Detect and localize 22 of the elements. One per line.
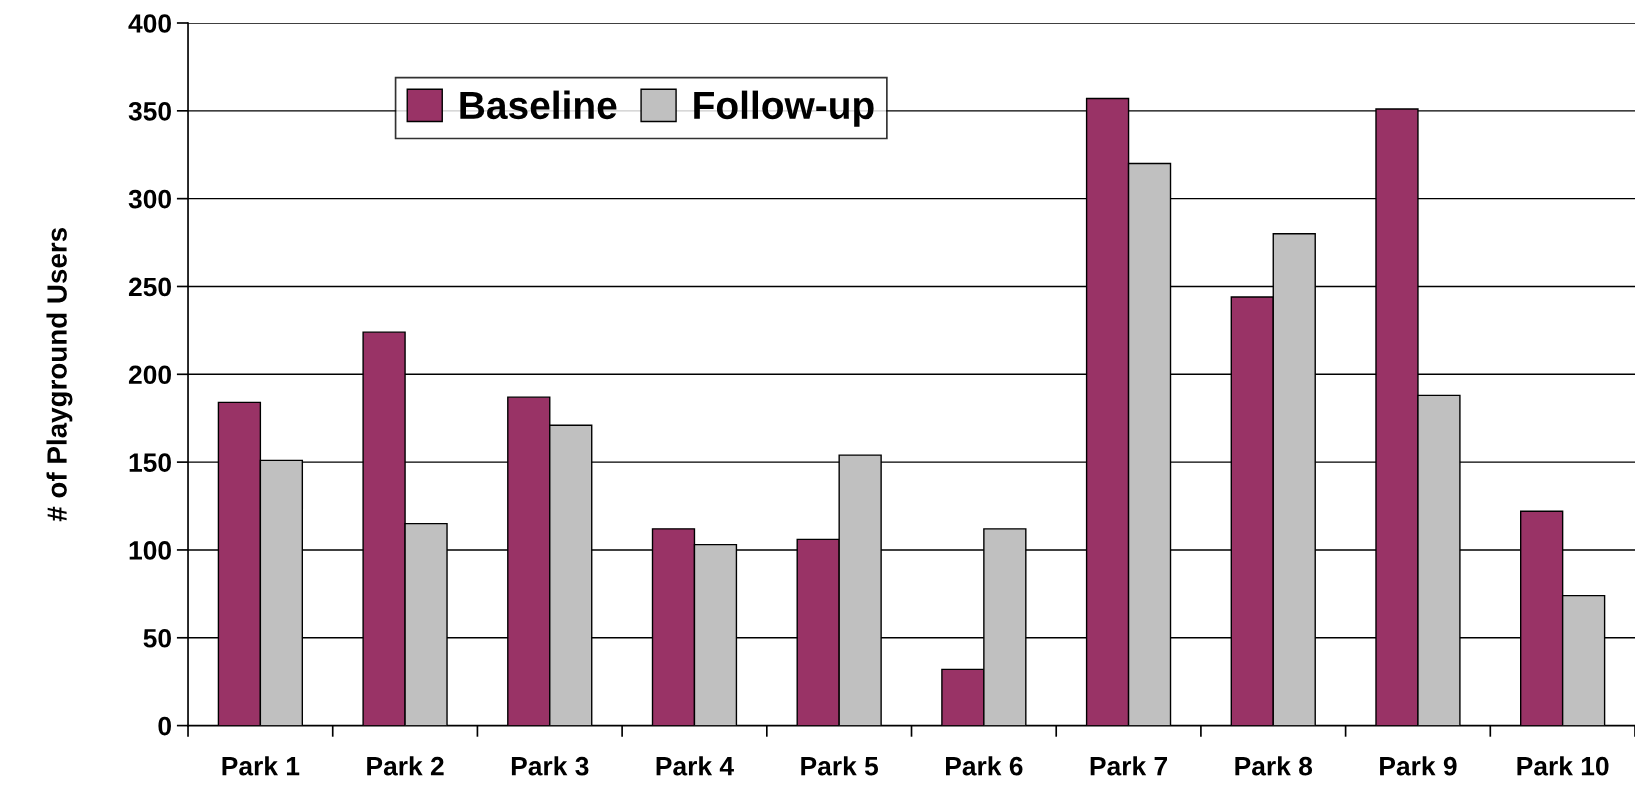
x-tick-label: Park 8 — [1235, 756, 1313, 776]
y-tick-label: 200 — [128, 365, 171, 385]
x-tick-label: Park 10 — [1517, 756, 1609, 776]
x-tick-label: Park 3 — [511, 756, 589, 776]
y-tick-label: 400 — [128, 14, 171, 33]
y-tick-label: 250 — [128, 277, 171, 297]
x-tick-label: Park 4 — [656, 756, 734, 776]
y-tick-label: 300 — [128, 189, 171, 209]
x-tick-label: Park 2 — [367, 756, 444, 776]
x-tick-label: Park 1 — [222, 756, 300, 776]
x-tick-label: Park 6 — [946, 756, 1023, 776]
y-tick-label: 100 — [129, 541, 171, 560]
x-tick-label: Park 5 — [801, 756, 879, 776]
x-tick-label: Park 9 — [1380, 756, 1457, 776]
y-tick-label: 150 — [129, 453, 171, 472]
y-tick-label: 0 — [158, 716, 171, 736]
y-axis-title: # of Playground Users — [46, 228, 73, 522]
y-tick-label: 50 — [143, 628, 171, 648]
x-tick-label: Park 7 — [1090, 756, 1168, 776]
legend-label: Follow-up — [694, 90, 874, 127]
legend-label: Baseline — [460, 90, 617, 120]
y-tick-label: 350 — [128, 101, 171, 121]
